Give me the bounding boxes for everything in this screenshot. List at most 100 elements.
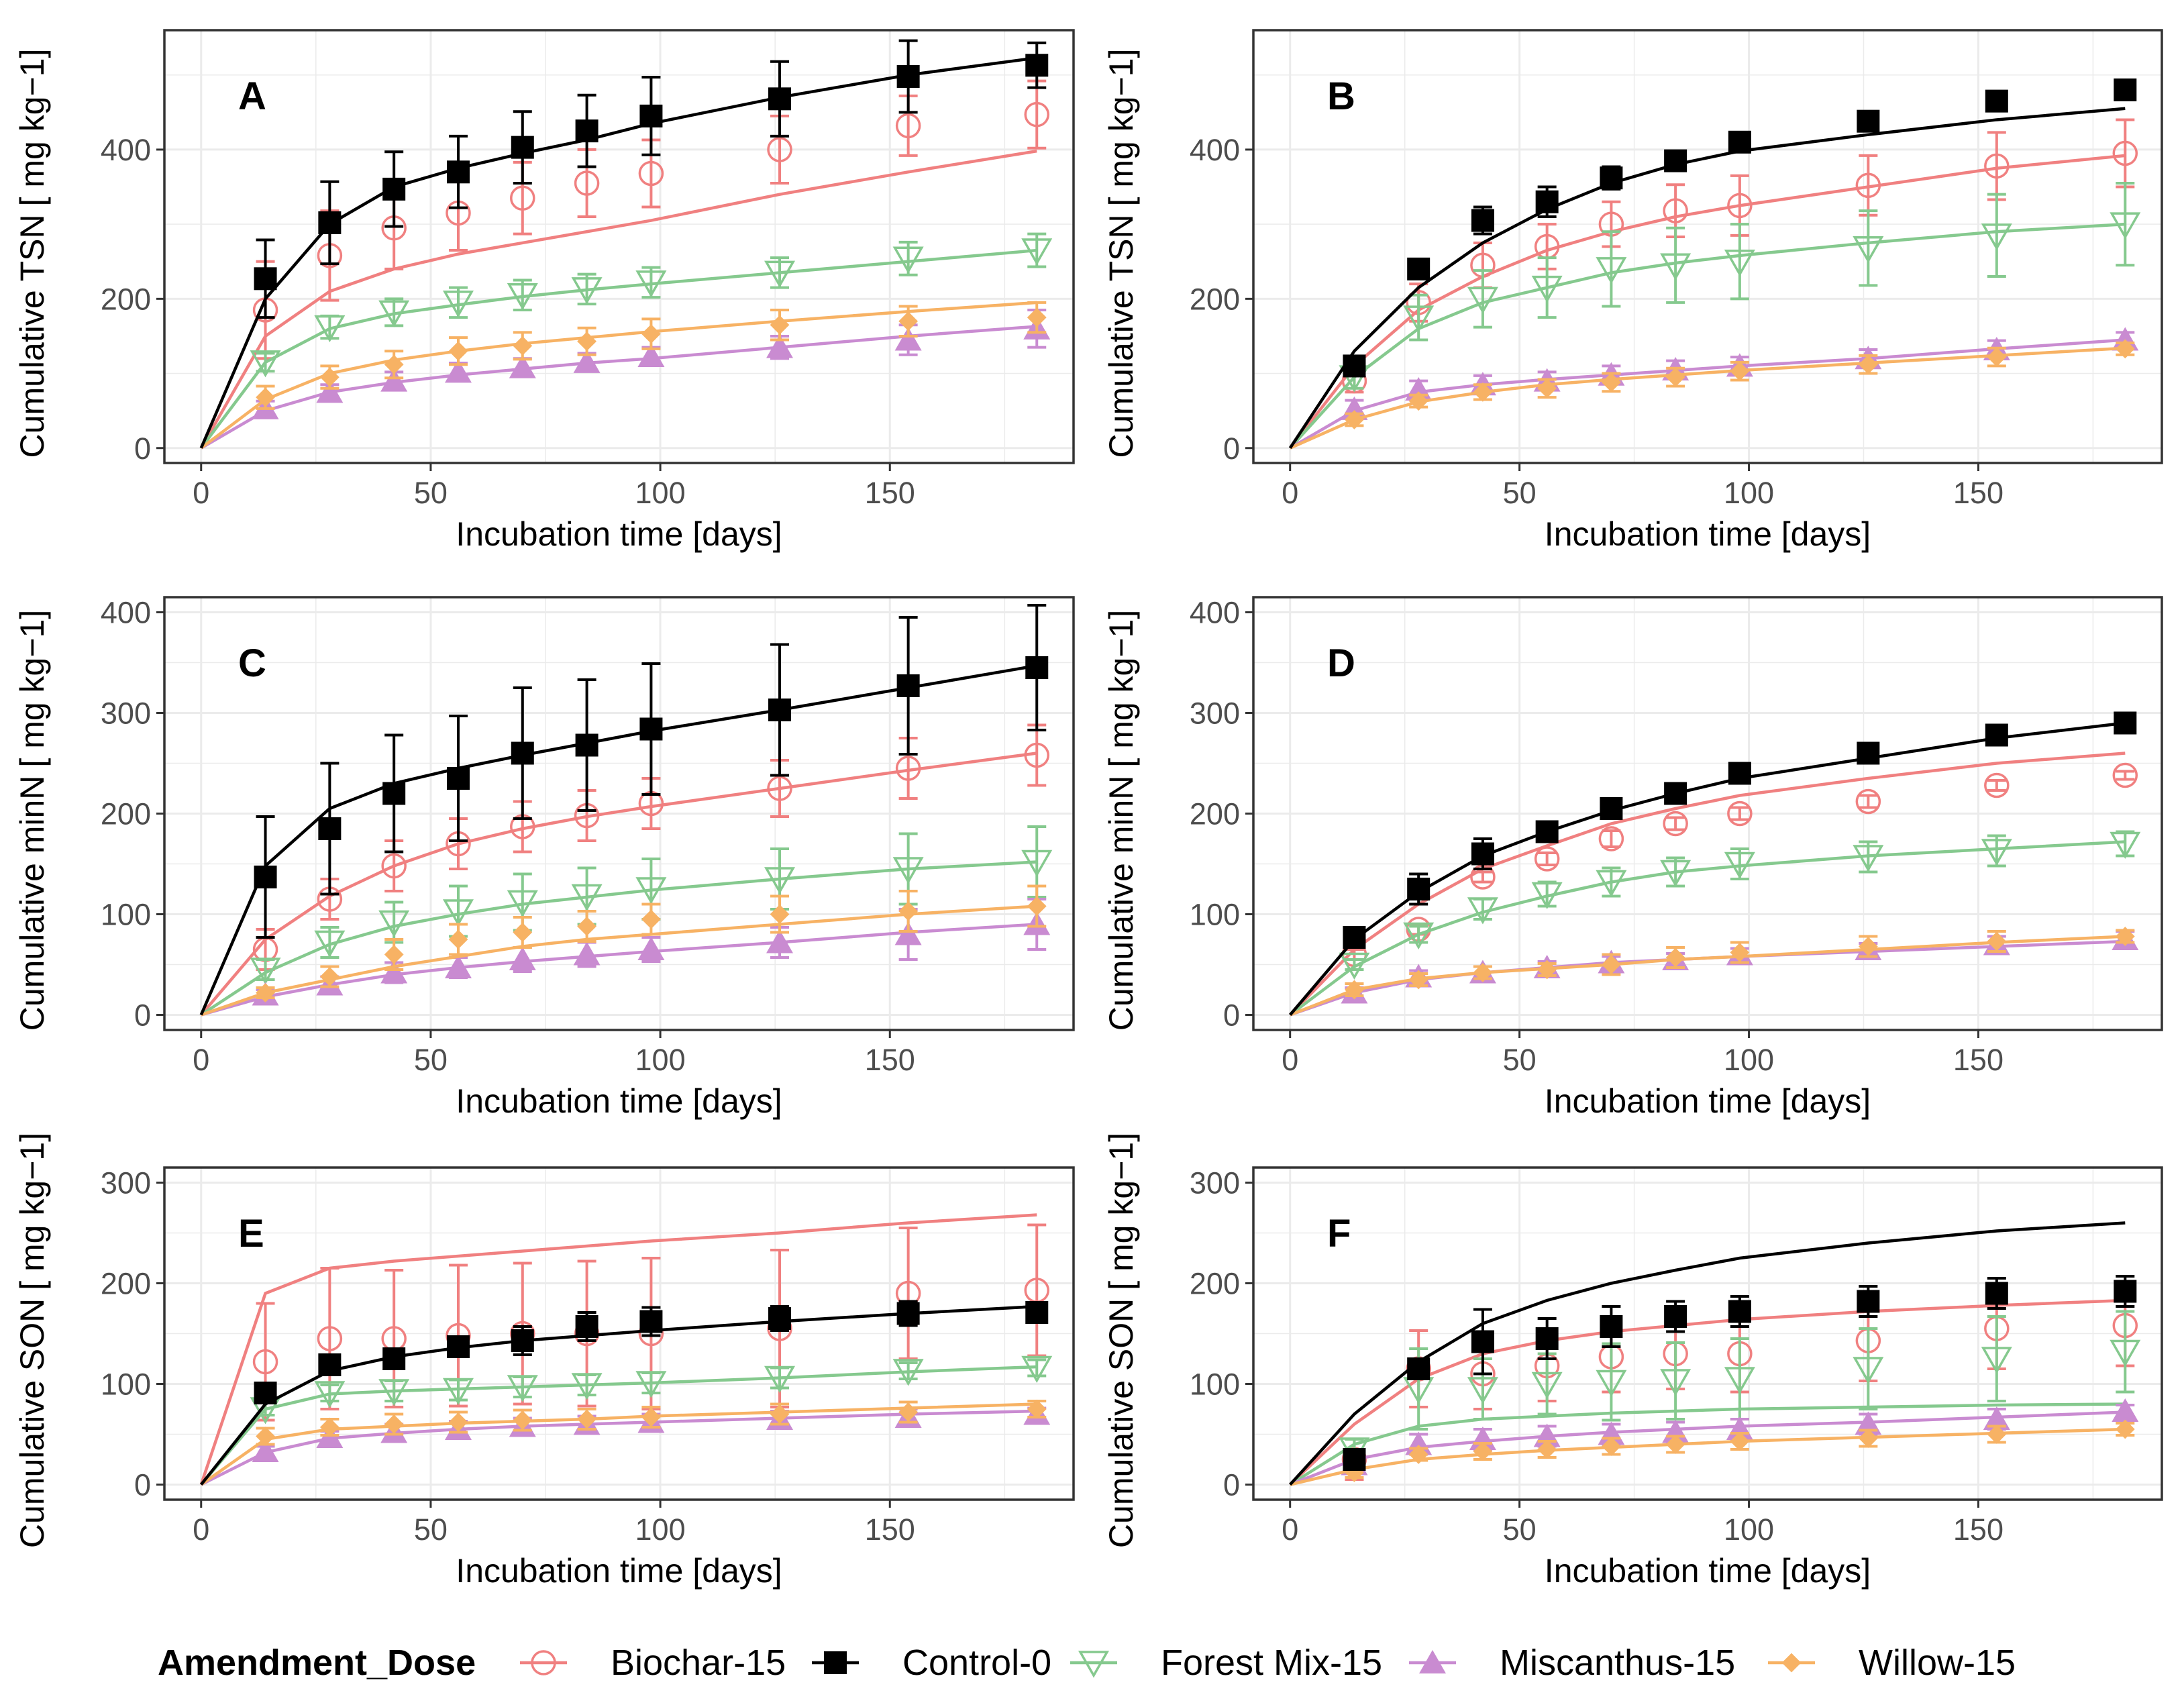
panel-label: E [238,1212,264,1255]
legend-label: Willow-15 [1859,1643,2016,1683]
legend-key-marker [531,1650,556,1675]
y-tick-label: 200 [101,1267,151,1301]
x-tick-label: 50 [1503,1512,1537,1547]
data-point [511,1329,534,1352]
y-tick-label: 400 [1190,133,1240,167]
data-point [446,160,470,184]
data-point [573,941,601,966]
x-tick-label: 150 [865,1512,915,1547]
x-tick-label: 50 [1503,476,1537,510]
data-point [1343,926,1366,949]
data-point [1407,1357,1431,1380]
data-point [382,1347,406,1370]
legend-label: Forest Mix-15 [1161,1643,1382,1683]
panel-frame [1252,29,2163,464]
legend-label: Miscanthus-15 [1500,1643,1735,1683]
data-point [637,343,665,367]
y-tick-label: 100 [101,898,151,932]
data-point [1663,811,1688,837]
data-point [571,277,603,305]
series-control-0 [1288,78,2137,450]
data-point [1343,1448,1366,1471]
x-axis-title: Incubation time [days] [456,1082,782,1120]
data-point [767,137,792,162]
data-point [382,782,406,805]
data-point [1403,922,1435,950]
data-point [1984,772,2010,798]
data-point [1600,166,1623,190]
series-willow-15 [200,1399,1047,1486]
x-axis-title: Incubation time [days] [456,515,782,553]
data-point [895,113,921,139]
data-point [898,1402,919,1422]
series-control-0 [199,604,1049,1016]
data-point [2110,212,2141,240]
data-point [1601,1437,1621,1456]
data-point [1665,367,1685,387]
x-tick-label: 100 [1724,476,1774,510]
data-point [639,104,663,127]
data-point [1727,800,1753,827]
data-point [1663,198,1688,223]
data-point [254,1382,277,1404]
data-point [577,1409,596,1429]
data-point [766,929,794,953]
panel-E: E 0 100 200 300 0 50 100 150 Incubation time [day… [13,1133,1075,1590]
data-point [256,387,275,407]
data-point [764,867,796,894]
series-control-0 [1289,1221,2137,1486]
legend-item: Control-0 [812,1643,1051,1683]
data-point [378,300,410,327]
data-point [1531,1372,1563,1400]
data-point [2114,711,2137,735]
data-point [2115,927,2135,946]
data-point [511,741,534,765]
y-tick-label: 400 [101,596,151,630]
y-tick-label: 100 [1190,898,1240,932]
data-point [250,958,281,985]
data-point [764,1365,796,1394]
y-axis-title: Cumulative TSN [ mg kg−1] [13,49,51,458]
data-point [1025,54,1049,77]
data-point [1467,897,1498,925]
data-point [256,983,275,1002]
data-point [317,1326,343,1351]
x-tick-label: 150 [865,1043,915,1077]
data-point [573,349,601,373]
data-point [2112,1398,2139,1422]
x-tick-label: 50 [414,1512,448,1547]
legend-label: Biochar-15 [611,1643,786,1683]
data-point [380,368,408,392]
panel-D: D 0 100 200 300 400 0 50 100 150 Incubation time [… [1102,596,2163,1120]
y-tick-label: 0 [134,1468,151,1502]
y-axis-title-unit: [ mg kg−1] [1102,610,1140,768]
y-tick-label: 200 [101,797,151,831]
plot-background [164,30,1074,463]
y-axis-title: Cumulative SON [ mg kg−1] [13,1133,51,1548]
data-point [254,267,277,291]
data-point [641,1407,661,1427]
data-point [510,185,535,211]
y-axis-title-quantity: Cumulative TSN [1102,214,1140,458]
series-willow-15 [1289,339,2135,450]
data-point [2114,1280,2137,1303]
data-point [384,354,404,374]
series-willow-15 [1290,1419,2135,1486]
data-point [442,899,474,927]
series-willow-15 [1289,927,2135,1017]
fit-line [1289,1221,2126,1486]
data-point [507,890,538,918]
data-point [446,1335,470,1358]
data-point [1724,249,1755,277]
data-point [577,331,596,352]
x-axis-title: Incubation time [days] [1545,515,1871,553]
data-point [314,1381,346,1408]
data-point [314,930,346,958]
data-point [1724,1367,1755,1394]
data-point [1473,1441,1493,1461]
x-tick-label: 0 [1282,1512,1298,1547]
data-point [1471,209,1494,232]
y-tick-label: 100 [101,1367,151,1402]
y-axis-title-quantity: Cumulative SON [1102,1298,1140,1548]
data-point [1601,955,1621,974]
